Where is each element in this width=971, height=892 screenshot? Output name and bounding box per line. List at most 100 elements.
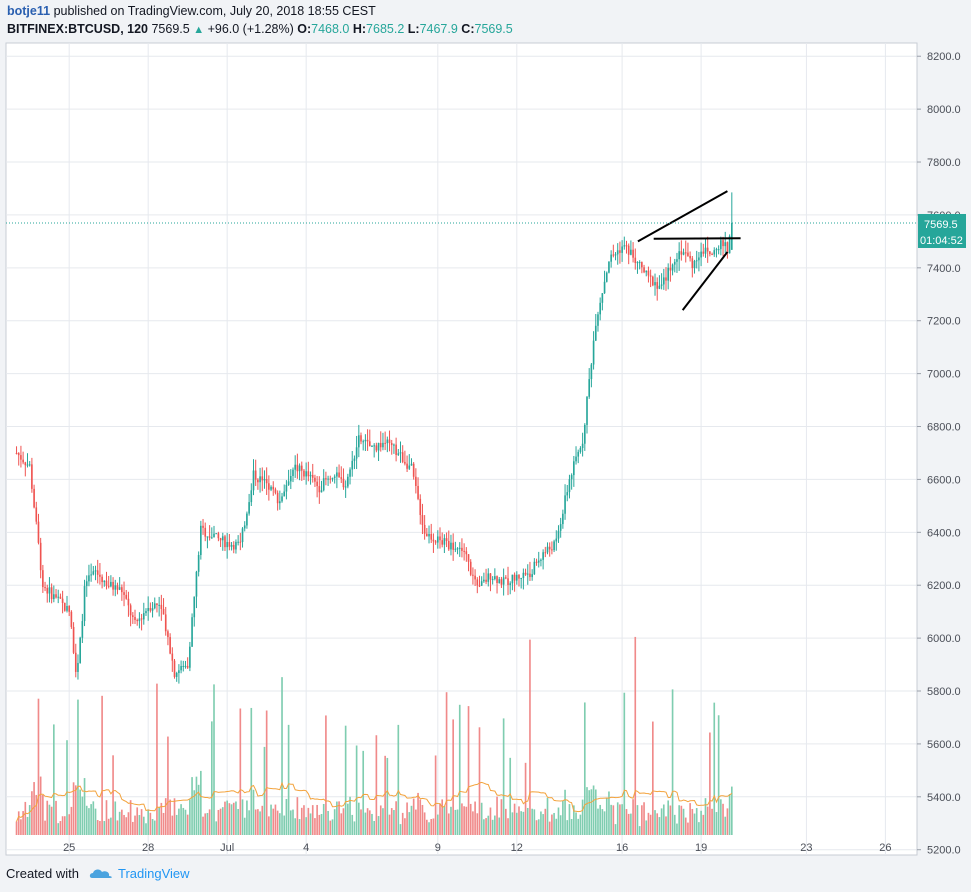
candle-body bbox=[513, 574, 516, 581]
volume-bar bbox=[665, 816, 667, 835]
candle-body bbox=[621, 246, 623, 253]
candle-body bbox=[559, 524, 562, 531]
candle-body bbox=[156, 603, 158, 606]
volume-bar bbox=[114, 801, 117, 835]
volume-bar bbox=[706, 806, 709, 835]
volume-bar bbox=[252, 789, 255, 835]
volume-bar bbox=[250, 707, 253, 835]
volume-bar bbox=[377, 816, 380, 835]
volume-bar bbox=[426, 819, 428, 835]
candle-body bbox=[105, 580, 108, 586]
volume-bar bbox=[709, 732, 711, 835]
volume-bar bbox=[566, 820, 569, 835]
open-label: O: bbox=[297, 22, 312, 36]
candle-body bbox=[461, 547, 463, 551]
volume-bar bbox=[577, 818, 580, 835]
volume-bar bbox=[590, 789, 593, 835]
candle-body bbox=[186, 665, 189, 668]
candle-body bbox=[15, 452, 18, 454]
candle-body bbox=[454, 548, 457, 550]
volume-bar bbox=[158, 807, 160, 835]
volume-bar bbox=[294, 818, 297, 835]
tradingview-brand-link[interactable]: TradingView bbox=[118, 866, 190, 881]
candle-body bbox=[614, 254, 617, 256]
volume-bar bbox=[37, 698, 40, 835]
time-axis[interactable]: 25 28 Jul 4 9 12 16 19 23 26 bbox=[63, 842, 891, 854]
volume-bar bbox=[436, 814, 439, 835]
volume-bar bbox=[603, 811, 606, 835]
price-axis[interactable]: 8200.08000.07800.07600.07400.07200.07000… bbox=[917, 51, 961, 857]
volume-bar bbox=[156, 683, 158, 835]
candle-body bbox=[467, 554, 470, 562]
volume-bar bbox=[511, 812, 514, 835]
volume-bar bbox=[423, 812, 426, 835]
volume-bar bbox=[206, 812, 209, 835]
candle-body bbox=[33, 488, 35, 508]
volume-bar bbox=[485, 818, 487, 835]
candle-body bbox=[149, 607, 152, 611]
candle-body bbox=[458, 547, 461, 549]
plot-area[interactable] bbox=[5, 42, 918, 856]
volume-bar bbox=[210, 721, 213, 835]
last-price: 7569.5 bbox=[151, 22, 190, 36]
candle-body bbox=[717, 249, 720, 251]
candle-body bbox=[570, 475, 573, 480]
volume-bar bbox=[619, 804, 621, 835]
candle-body bbox=[46, 587, 49, 594]
candle-body bbox=[498, 579, 501, 584]
candle-body bbox=[138, 618, 141, 622]
open-value: 7468.0 bbox=[311, 22, 350, 36]
volume-bar bbox=[61, 816, 64, 835]
candle-body bbox=[673, 261, 676, 265]
candle-body bbox=[292, 469, 294, 476]
volume-bar bbox=[219, 808, 222, 835]
candle-body bbox=[698, 257, 700, 261]
candle-body bbox=[573, 461, 575, 476]
candle-body bbox=[243, 525, 246, 529]
candle-body bbox=[408, 465, 411, 469]
candle-body bbox=[340, 477, 343, 479]
candle-body bbox=[136, 620, 139, 622]
candle-body bbox=[647, 270, 650, 276]
volume-bar bbox=[599, 804, 601, 835]
candle-body bbox=[720, 240, 722, 250]
volume-bar bbox=[489, 807, 492, 835]
volume-bar bbox=[191, 777, 193, 835]
created-with-label: Created with bbox=[6, 866, 79, 881]
candle-body bbox=[331, 477, 334, 480]
time-tick-label: 26 bbox=[879, 842, 891, 854]
volume-bar bbox=[151, 819, 154, 835]
candle-body bbox=[730, 222, 733, 250]
author-link[interactable]: botje11 bbox=[7, 4, 51, 18]
volume-bar bbox=[79, 789, 81, 835]
volume-bar bbox=[494, 815, 496, 835]
volume-bar bbox=[169, 799, 171, 835]
candle-body bbox=[445, 538, 448, 541]
price-tick-label: 7200.0 bbox=[927, 316, 961, 328]
candle-body bbox=[375, 445, 378, 451]
volume-bar bbox=[162, 812, 165, 835]
volume-bar bbox=[581, 799, 584, 835]
candle-body bbox=[465, 551, 468, 555]
price-tick-label: 6400.0 bbox=[927, 527, 961, 539]
volume-bar bbox=[305, 817, 307, 835]
candle-body bbox=[415, 476, 417, 486]
candle-body bbox=[502, 577, 505, 585]
time-tick-label: 4 bbox=[303, 842, 309, 854]
candle-body bbox=[426, 533, 428, 537]
volume-bar bbox=[261, 805, 264, 835]
price-tick-label: 5200.0 bbox=[927, 845, 961, 857]
candle-body bbox=[412, 463, 415, 477]
candle-body bbox=[511, 574, 514, 584]
volume-bar bbox=[366, 808, 369, 835]
volume-bar bbox=[85, 805, 88, 835]
volume-bar bbox=[147, 809, 150, 835]
candle-body bbox=[37, 521, 40, 543]
candle-body bbox=[272, 486, 275, 490]
candle-body bbox=[507, 578, 509, 585]
publish-header: botje11 published on TradingView.com, Ju… bbox=[7, 3, 376, 20]
volume-bar bbox=[272, 808, 275, 835]
candle-body bbox=[704, 247, 707, 254]
volume-bar bbox=[140, 809, 143, 835]
